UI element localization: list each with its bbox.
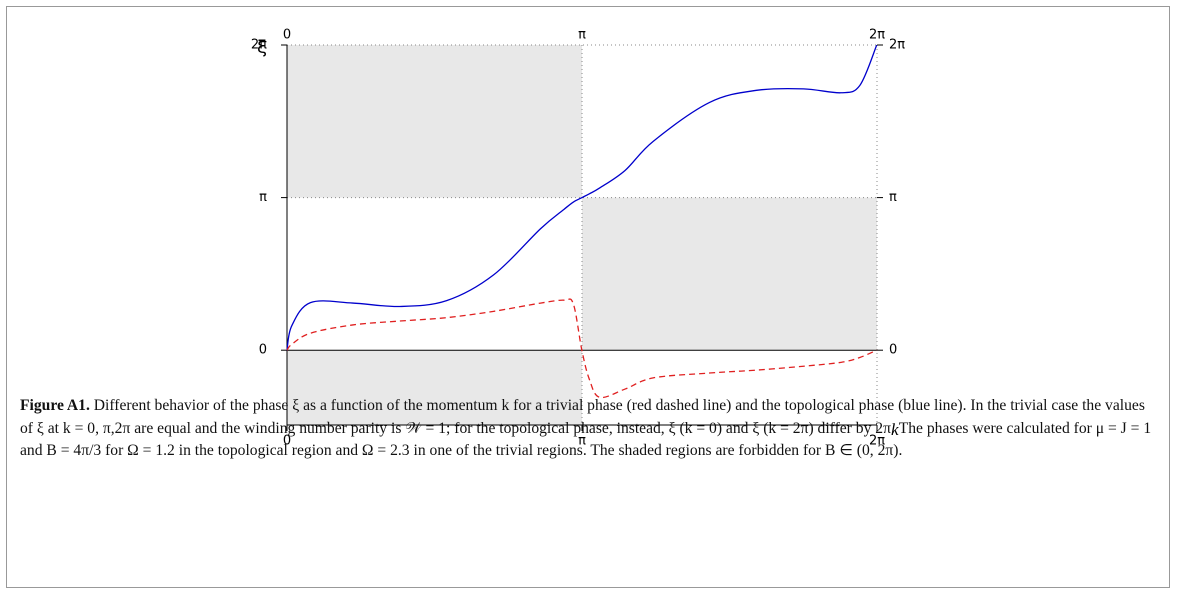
y-tick-label: 0 [259,343,267,358]
y-tick-label: 2π [889,38,905,53]
x-tick-label: 2π [869,434,885,449]
shaded-region [287,45,582,198]
shaded-region [581,197,877,351]
figure-frame [6,6,1170,588]
x-tick-label: 0 [283,28,291,43]
series-line [286,298,877,399]
shaded-region [287,350,582,425]
x-tick-label: 2π [869,28,885,43]
caption: Figure A1. Different behavior of the pha… [20,395,1160,463]
y-tick-label: π [889,190,897,205]
x-tick-label: π [578,434,586,449]
y-tick-label: π [259,190,267,205]
y-tick-label: 0 [889,343,897,358]
x-axis-label: k [891,420,899,439]
y-tick-label: 2π [251,38,267,53]
x-tick-label: π [578,28,586,43]
y-axis-label: ξ [257,37,267,58]
caption-label: Figure A1. [20,397,90,414]
caption-text: Different behavior of the phase ξ as a f… [20,397,1152,459]
series-line [286,44,878,351]
x-tick-label: 0 [283,434,291,449]
